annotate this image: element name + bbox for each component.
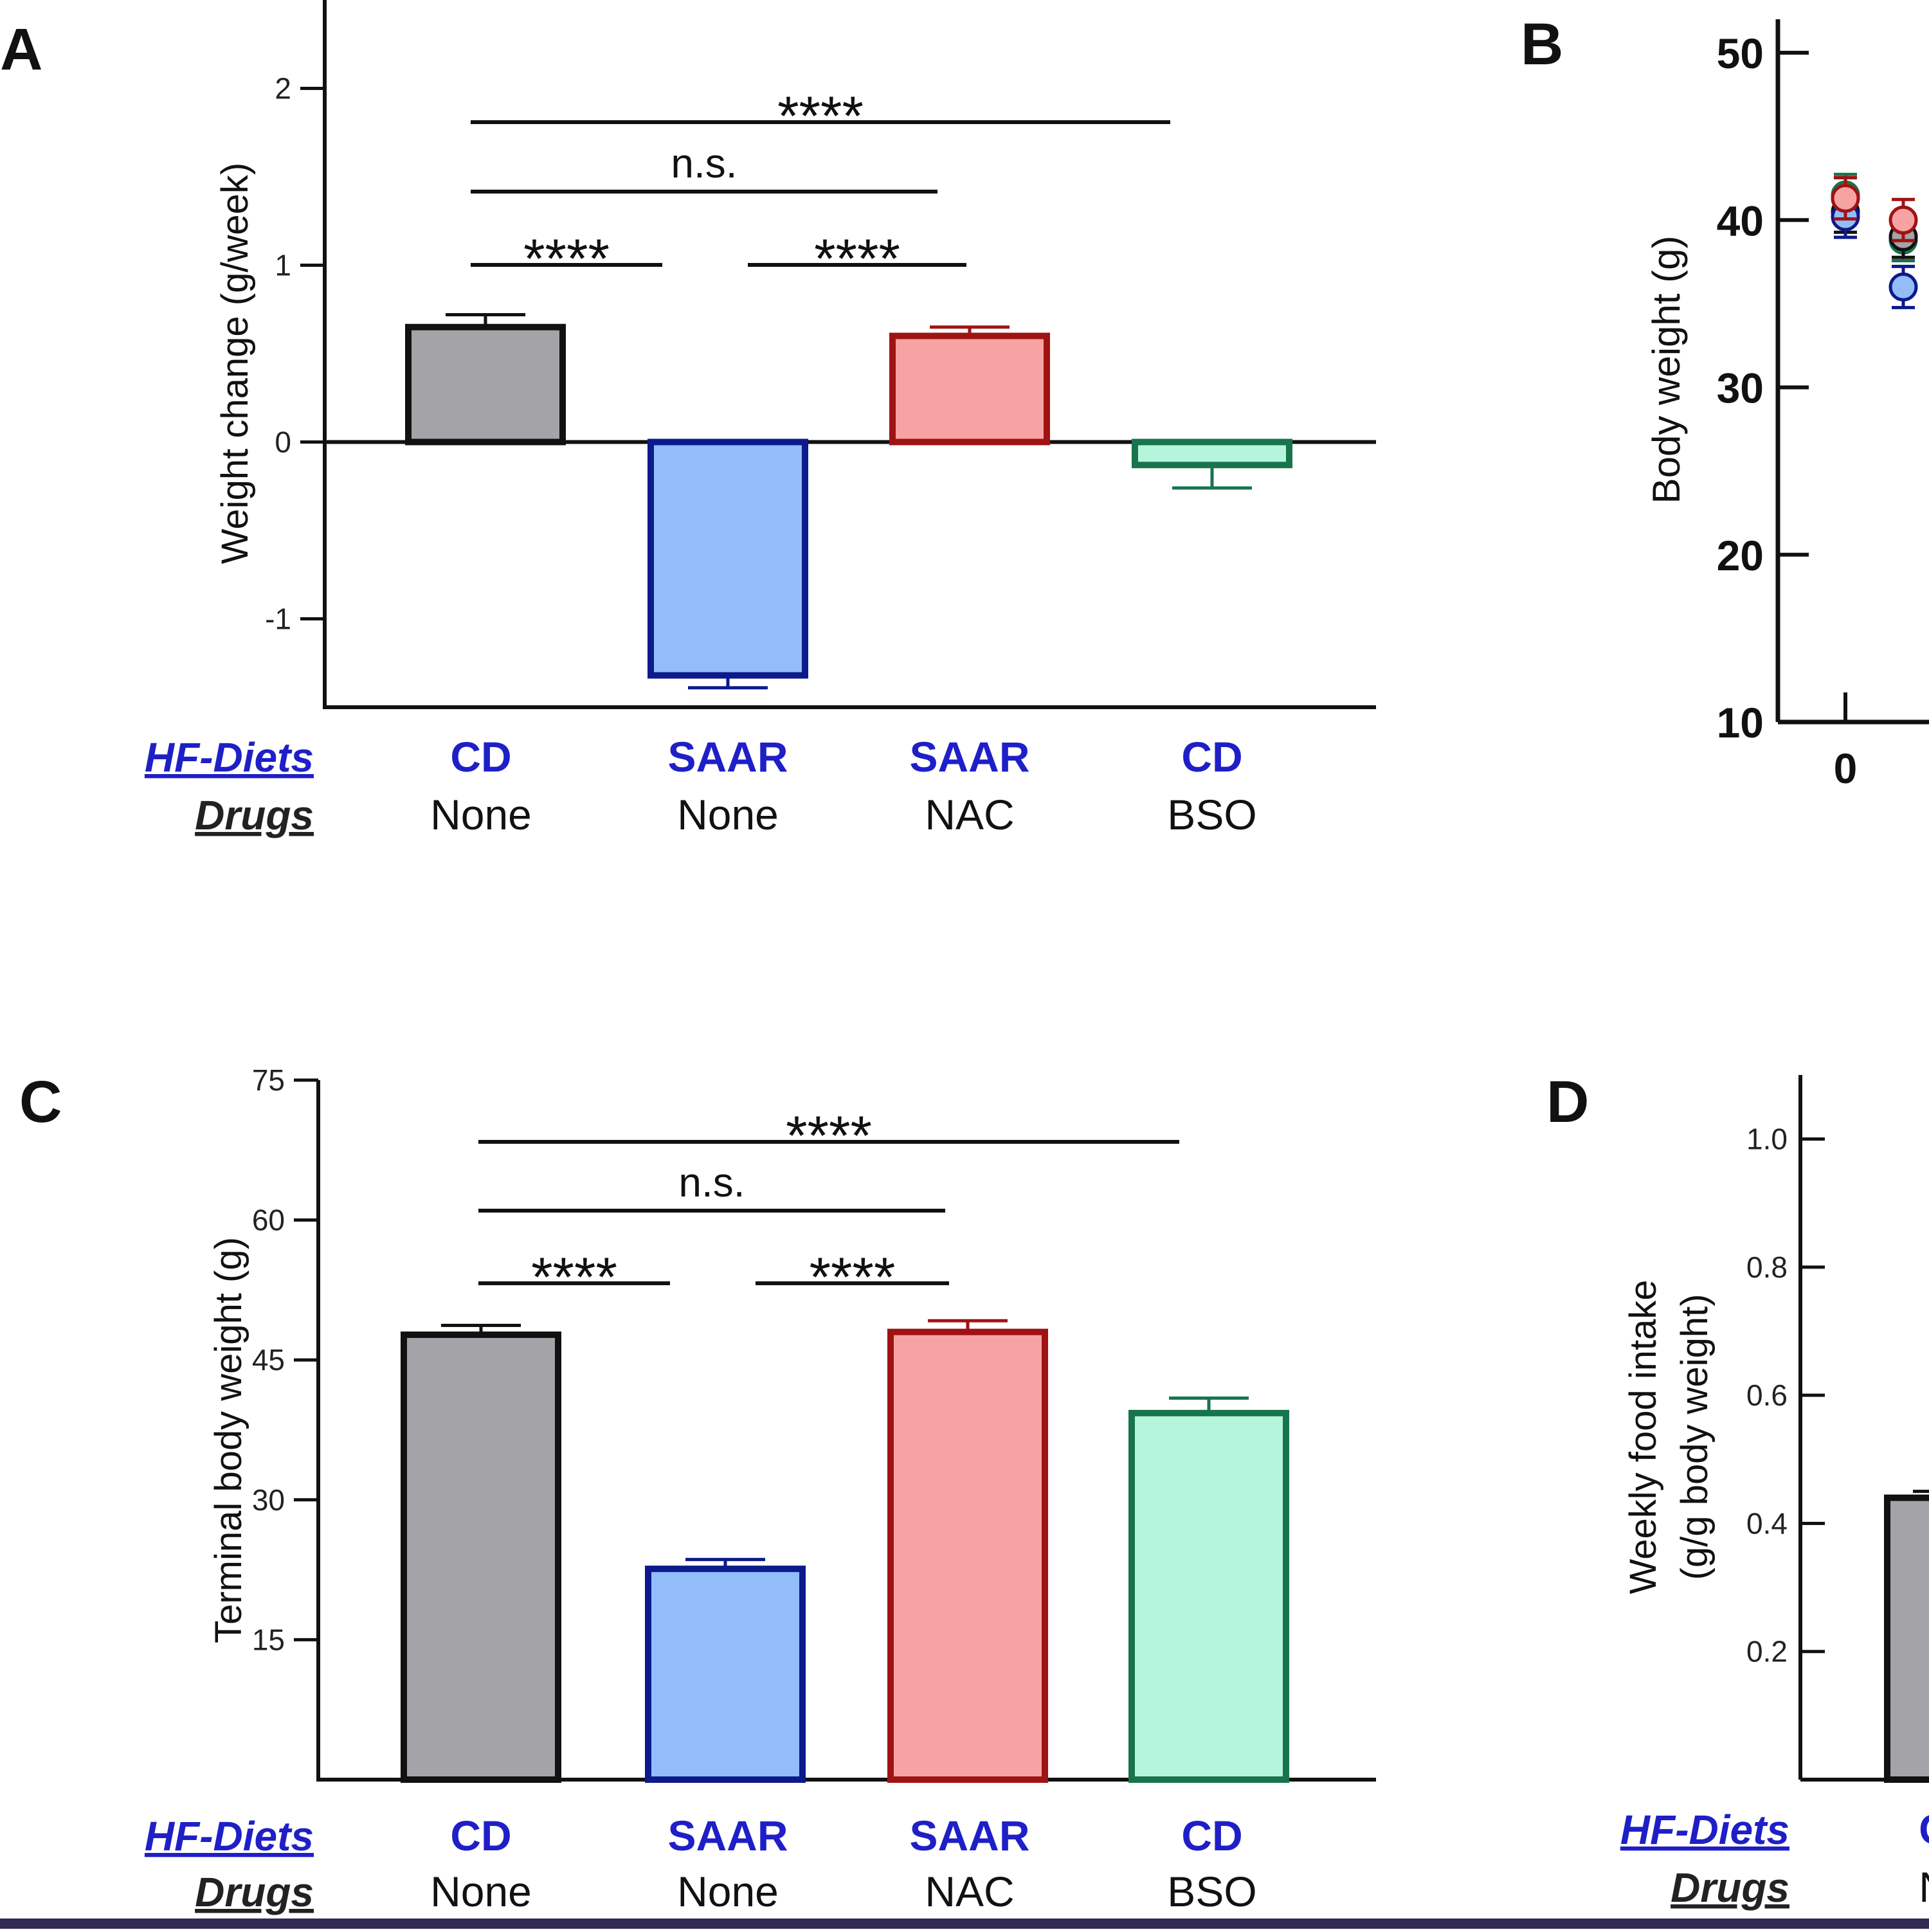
- panel-c-diet-label: SAAR: [909, 1812, 1029, 1859]
- panel-b-y-axis: 10 20 30 40 50 0: [1717, 19, 1929, 792]
- panel-d-y-tick-label: 0.6: [1746, 1378, 1788, 1412]
- panel-c-y-tick-label: 75: [252, 1063, 285, 1097]
- panel-d-drug-label: N: [1919, 1863, 1929, 1911]
- panel-d-y-tick-label: 1.0: [1746, 1123, 1788, 1156]
- panel-b-point-saar-nac: [1888, 205, 1918, 235]
- panel-c-significance: **** n.s. **** ****: [478, 1105, 1179, 1308]
- panel-a-diet-label: CD: [1181, 733, 1242, 781]
- panel-a-bars: [405, 313, 1292, 690]
- panel-a-group-labels: HF-Diets Drugs CD None SAAR None SAAR NA…: [145, 733, 1257, 838]
- panel-b-y-tick-label: 20: [1717, 532, 1764, 579]
- panel-d-y-axis: 0.2 0.4 0.6 0.8 1.0: [1746, 1075, 1929, 1782]
- panel-a-drug-label: None: [677, 791, 779, 838]
- panel-c-significance-label: ****: [786, 1105, 872, 1167]
- panel-letter-d: D: [1546, 1069, 1589, 1135]
- panel-a-y-tick-label: 1: [275, 249, 291, 282]
- panel-a-bar-saar-nac: [889, 332, 1050, 446]
- panel-c-bar-cd-bso: [1128, 1409, 1289, 1783]
- panel-b-point-saar-none: [1888, 272, 1918, 302]
- panel-a-significance-label: ****: [523, 228, 610, 290]
- panel-c-diets-header: HF-Diets: [145, 1813, 314, 1859]
- panel-d-diet-label: C: [1919, 1805, 1929, 1853]
- panel-a-significance-label: ****: [777, 86, 864, 147]
- panel-c-y-tick-label: 60: [252, 1204, 285, 1237]
- panel-d: D 0.2 0.4 0.6 0.8 1.0 Weekly food intake (g/…: [1546, 1069, 1929, 1911]
- panel-c-significance-label: ****: [531, 1247, 617, 1308]
- panel-a-diet-label: SAAR: [909, 733, 1029, 781]
- panel-b-y-tick-label: 30: [1717, 365, 1764, 412]
- panel-b-points: [1831, 172, 1918, 309]
- panel-d-y-label-line-2: (g/g body weight): [1674, 1294, 1716, 1580]
- panel-b-x-tick-label: 0: [1834, 745, 1858, 792]
- panel-c-y-tick-label: 30: [252, 1483, 285, 1517]
- panel-c-bar-cd-none: [401, 1332, 561, 1783]
- panel-d-y-label-line-1: Weekly food intake: [1622, 1280, 1664, 1594]
- panel-b: B 10 20 30 40 50 0 Body weight (g): [1521, 12, 1929, 792]
- panel-c-drugs-header: Drugs: [195, 1869, 314, 1915]
- panel-a-y-tick-label: 0: [275, 426, 291, 459]
- panel-d-drugs-header: Drugs: [1671, 1864, 1789, 1911]
- panel-c-bar-saar-nac: [887, 1328, 1048, 1783]
- panel-a-drug-label: None: [430, 791, 532, 838]
- panel-b-point-saar-nac: [1831, 183, 1860, 213]
- panel-letter-a: A: [0, 17, 42, 82]
- panel-c-drug-label: None: [430, 1868, 532, 1915]
- panel-a-diet-label: CD: [450, 733, 511, 781]
- panel-a-bar-cd-bso: [1132, 438, 1292, 469]
- panel-b-y-tick-label: 50: [1717, 30, 1764, 77]
- panel-a-y-label: Weight change (g/week): [214, 163, 256, 564]
- panel-c-y-label: Terminal body weight (g): [208, 1237, 249, 1643]
- panel-a-significance: **** n.s. **** ****: [471, 86, 1170, 290]
- panel-c-significance-label: ****: [810, 1247, 896, 1308]
- panel-a-y-tick-label: -1: [265, 602, 291, 636]
- panel-c-drug-label: NAC: [925, 1868, 1014, 1915]
- panel-a-drugs-header: Drugs: [195, 792, 314, 838]
- panel-b-y-label: Body weight (g): [1645, 236, 1688, 504]
- panel-c-diet-label: SAAR: [667, 1812, 788, 1859]
- panel-c-bars: [401, 1319, 1289, 1783]
- panel-c-diet-label: CD: [450, 1812, 511, 1859]
- panel-c-y-tick-label: 15: [252, 1623, 285, 1656]
- panel-c-group-labels: HF-Diets Drugs CD None SAAR None SAAR NA…: [145, 1812, 1257, 1915]
- panel-c-significance-label: n.s.: [678, 1159, 745, 1205]
- panel-a-significance-label: ****: [814, 228, 900, 290]
- panel-d-bars: [1884, 1490, 1929, 1783]
- panel-d-bar-cd-none: [1884, 1494, 1929, 1783]
- panel-c-drug-label: BSO: [1167, 1868, 1256, 1915]
- panel-letter-b: B: [1521, 12, 1563, 77]
- panel-d-diets-header: HF-Diets: [1620, 1807, 1789, 1853]
- panel-c-diet-label: CD: [1181, 1812, 1242, 1859]
- panel-c-bar-saar-none: [645, 1566, 806, 1783]
- panel-c-drug-label: None: [677, 1868, 779, 1915]
- panel-d-group-labels: HF-Diets Drugs C N: [1620, 1805, 1929, 1911]
- panel-a-bar-cd-none: [405, 323, 566, 446]
- panel-d-y-tick-label: 0.4: [1746, 1506, 1788, 1540]
- panel-d-y-tick-label: 0.2: [1746, 1635, 1788, 1668]
- panel-c: C 15 30 45 60 75 Terminal body weight (g) **…: [19, 1063, 1376, 1915]
- panel-a-significance-label: n.s.: [671, 140, 737, 186]
- panel-letter-c: C: [19, 1069, 62, 1135]
- panel-a-bar-saar-none: [648, 438, 808, 679]
- panel-d-y-tick-label: 0.8: [1746, 1250, 1788, 1284]
- panel-b-y-tick-label: 40: [1717, 197, 1764, 244]
- panel-a-diets-header: HF-Diets: [145, 734, 314, 781]
- panel-c-y-tick-label: 45: [252, 1343, 285, 1377]
- panel-a-diet-label: SAAR: [667, 733, 788, 781]
- panel-b-y-tick-label: 10: [1717, 699, 1764, 746]
- panel-a-y-tick-label: 2: [275, 72, 291, 105]
- bottom-border-strip: [0, 1918, 1929, 1929]
- panel-a-drug-label: NAC: [925, 791, 1014, 838]
- panel-a-drug-label: BSO: [1167, 791, 1256, 838]
